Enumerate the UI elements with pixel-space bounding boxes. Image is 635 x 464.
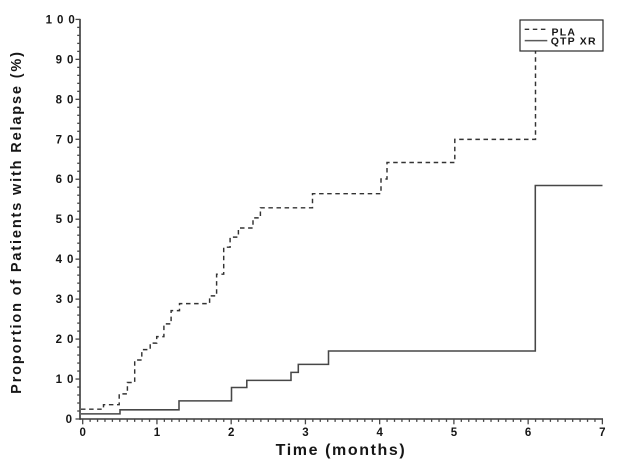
svg-text:Proportion of Patients with Re: Proportion of Patients with Relapse (%) <box>9 50 25 394</box>
svg-text:4: 4 <box>376 427 383 439</box>
svg-text:2: 2 <box>228 427 234 439</box>
svg-text:5: 5 <box>451 427 458 439</box>
svg-text:3: 3 <box>302 427 308 439</box>
svg-text:Time (months): Time (months) <box>276 442 407 459</box>
svg-text:80: 80 <box>56 94 79 106</box>
svg-text:0: 0 <box>79 427 85 439</box>
svg-text:1: 1 <box>154 427 161 439</box>
svg-text:7: 7 <box>599 427 605 439</box>
svg-text:PLA: PLA <box>552 26 577 38</box>
svg-text:20: 20 <box>56 334 79 346</box>
svg-text:100: 100 <box>46 14 80 26</box>
svg-text:90: 90 <box>56 54 79 66</box>
svg-text:40: 40 <box>56 254 79 266</box>
svg-text:6: 6 <box>525 427 531 439</box>
svg-text:10: 10 <box>56 374 79 386</box>
svg-text:30: 30 <box>56 294 79 306</box>
svg-text:70: 70 <box>56 134 79 146</box>
svg-text:0: 0 <box>66 414 77 426</box>
svg-text:QTP XR: QTP XR <box>551 36 597 48</box>
svg-text:60: 60 <box>56 174 79 186</box>
svg-text:50: 50 <box>56 214 79 226</box>
